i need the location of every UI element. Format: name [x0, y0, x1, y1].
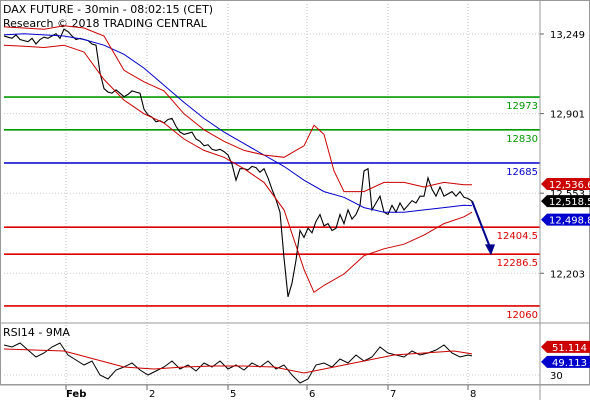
chart-subtitle: Research © 2018 TRADING CENTRAL: [3, 17, 208, 30]
price-badge: [541, 213, 590, 226]
level-label: 12830: [506, 134, 538, 145]
price-tick-label: 12,553: [550, 189, 585, 200]
price-tick-label: 12,203: [550, 269, 585, 280]
price-tick-label: 12,901: [550, 110, 585, 121]
price-tick-label: 13,249: [550, 30, 585, 41]
projection-arrow-head: [485, 244, 495, 256]
grid-group: [4, 4, 540, 385]
rsi-badge: [541, 355, 590, 368]
level-label: 12685: [506, 167, 538, 178]
time-tick-label: 5: [230, 389, 236, 400]
chart-title: DAX FUTURE - 30min - 08:02:15 (CET): [3, 3, 213, 16]
series-upper-band: [3, 25, 472, 193]
series-group: [3, 25, 495, 297]
projection-arrow-line: [471, 200, 491, 248]
rsi-group: 30 51.114 49.113: [3, 340, 590, 384]
series-moving-average: [3, 33, 473, 213]
price-badge: [541, 195, 590, 208]
time-tick-label: 7: [390, 389, 396, 400]
series-lower-band: [3, 44, 473, 294]
time-tick-label: 2: [149, 389, 155, 400]
levels-group: 12973 12830 12685 12404.5 12286.5 12060: [4, 96, 540, 321]
level-label: 12404.5: [497, 231, 538, 242]
level-label: 12973: [506, 101, 538, 112]
price-badge-label: 12,518.5: [549, 197, 590, 208]
rsi-series-rsi14: [3, 342, 473, 384]
time-tick-label: Feb: [66, 389, 86, 400]
rsi-badge-label: 51.114: [552, 343, 587, 354]
time-tick-label: 8: [470, 389, 476, 400]
rsi-series-9ma: [3, 348, 473, 374]
rsi-badge-label: 49.113: [552, 358, 587, 369]
price-badge-label: 12,498.8: [549, 216, 590, 227]
price-badge: [541, 177, 590, 190]
axes-group: 13,249 12,901 12,553 12,203 12,536.6 12,518.5…: [65, 30, 590, 400]
time-tick-label: 6: [309, 389, 315, 400]
level-label: 12060: [506, 310, 538, 321]
rsi-label: RSI14 - 9MA: [3, 326, 70, 339]
rsi-tick-label: 30: [550, 371, 563, 382]
rsi-badge: [541, 340, 590, 353]
price-badge-label: 12,536.6: [549, 180, 590, 191]
level-label: 12286.5: [497, 258, 538, 269]
